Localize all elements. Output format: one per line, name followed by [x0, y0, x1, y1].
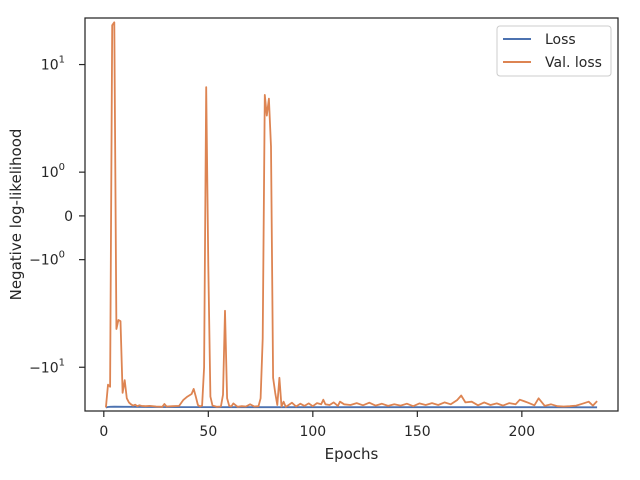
y-tick-label: 0 — [64, 209, 73, 225]
x-tick-label: 150 — [404, 424, 431, 440]
plot-frame — [84, 17, 619, 412]
x-tick-label: 100 — [299, 424, 326, 440]
y-axis-ticks: 101 100 0 −100 −101 — [29, 55, 85, 376]
x-tick-label: 200 — [508, 424, 535, 440]
series-line-0 — [105, 405, 598, 409]
legend-label-val-loss: Val. loss — [545, 55, 602, 71]
y-tick-label: −100 — [29, 250, 65, 269]
x-tick-label: 50 — [199, 424, 217, 440]
x-tick-label: 0 — [99, 424, 108, 440]
series-line-1 — [105, 21, 598, 408]
y-tick-label: 100 — [41, 162, 65, 181]
legend-label-loss: Loss — [545, 32, 576, 48]
series-layer — [105, 21, 598, 409]
y-tick-label: 101 — [41, 55, 65, 74]
y-axis-label: Negative log-likelihood — [7, 129, 25, 301]
y-tick-label: −101 — [29, 357, 65, 376]
x-axis-label: Epochs — [325, 445, 379, 463]
legend: Loss Val. loss — [496, 25, 612, 77]
x-axis-ticks: 0 50 100 150 200 — [99, 411, 535, 440]
